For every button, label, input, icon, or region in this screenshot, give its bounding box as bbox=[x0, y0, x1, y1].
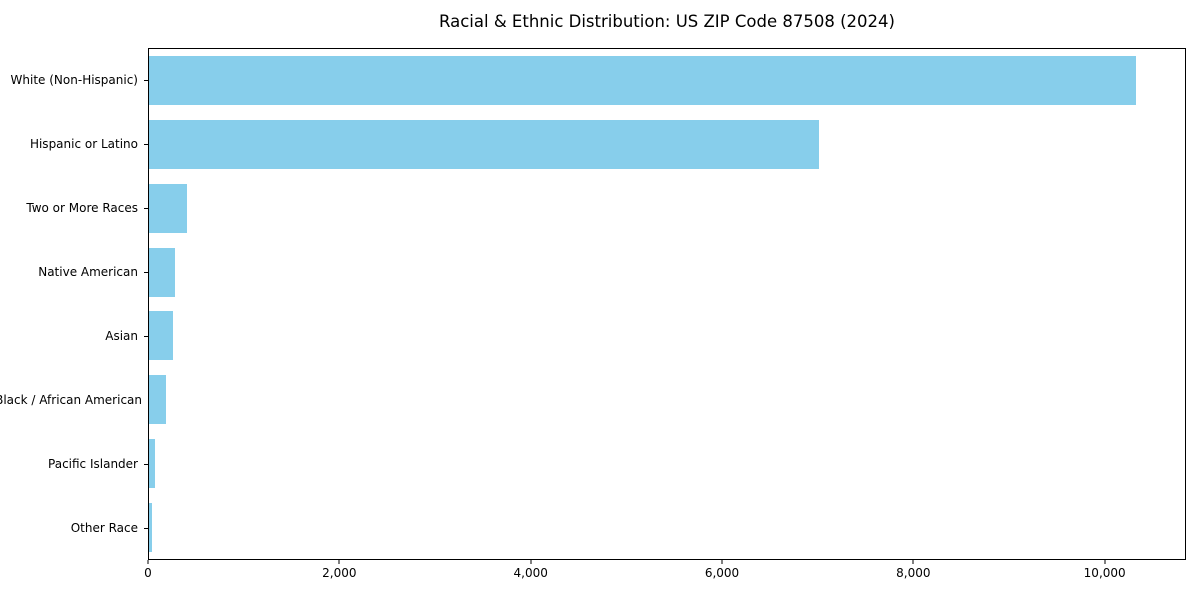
bar-pacific-islander bbox=[149, 438, 156, 488]
y-tick-label-black-african-american: Black / African American bbox=[0, 393, 142, 407]
x-tick-label: 4,000 bbox=[513, 566, 548, 580]
x-tick-label: 8,000 bbox=[896, 566, 931, 580]
bar-row bbox=[149, 432, 1185, 496]
x-tick-label: 2,000 bbox=[322, 566, 357, 580]
bar-two-or-more-races bbox=[149, 183, 187, 233]
y-tick-row: Hispanic or Latino bbox=[0, 112, 148, 176]
y-tick-row: White (Non-Hispanic) bbox=[0, 48, 148, 112]
chart-title: Racial & Ethnic Distribution: US ZIP Cod… bbox=[439, 12, 895, 31]
y-tick-row: Native American bbox=[0, 240, 148, 304]
x-tick-mark bbox=[1104, 560, 1106, 564]
bar-row bbox=[149, 304, 1185, 368]
y-tick-label-hispanic-or-latino: Hispanic or Latino bbox=[29, 137, 138, 151]
bar-row bbox=[149, 495, 1185, 559]
y-axis: White (Non-Hispanic) Hispanic or Latino Tw… bbox=[0, 48, 148, 560]
bar-other-race bbox=[149, 502, 152, 552]
bar-black-african-american bbox=[149, 375, 166, 425]
y-tick-mark bbox=[144, 207, 148, 209]
y-tick-mark bbox=[144, 335, 148, 337]
y-tick-mark bbox=[144, 271, 148, 273]
y-tick-row: Asian bbox=[0, 304, 148, 368]
y-tick-label-asian: Asian bbox=[105, 329, 138, 343]
x-axis: 0 2,000 4,000 6,000 8,000 10,000 bbox=[144, 559, 1186, 589]
bar-row bbox=[149, 177, 1185, 241]
x-tick-label: 0 bbox=[144, 566, 152, 580]
y-tick-row: Two or More Races bbox=[0, 176, 148, 240]
bar-row bbox=[149, 368, 1185, 432]
y-tick-label-other-race: Other Race bbox=[70, 521, 138, 535]
bar-series bbox=[149, 49, 1185, 559]
x-tick-label: 6,000 bbox=[704, 566, 740, 580]
y-tick-label-two-or-more-races: Two or More Races bbox=[26, 201, 138, 215]
bar-row bbox=[149, 113, 1185, 177]
x-tick-mark bbox=[338, 560, 340, 564]
plot-area bbox=[148, 48, 1186, 560]
y-tick-row: Black / African American bbox=[0, 368, 148, 432]
y-tick-row: Other Race bbox=[0, 496, 148, 560]
x-tick-mark bbox=[721, 560, 723, 564]
x-tick-mark bbox=[147, 560, 149, 564]
y-tick-mark bbox=[144, 527, 148, 529]
bar-asian bbox=[149, 311, 174, 361]
y-tick-label-pacific-islander: Pacific Islander bbox=[48, 457, 138, 471]
y-tick-mark bbox=[144, 79, 148, 81]
y-tick-row: Pacific Islander bbox=[0, 432, 148, 496]
bar-row bbox=[149, 49, 1185, 113]
bar-white-non-hispanic bbox=[149, 56, 1136, 106]
y-tick-label-native-american: Native American bbox=[38, 265, 138, 279]
x-tick-mark bbox=[912, 560, 914, 564]
y-tick-label-white-non-hispanic: White (Non-Hispanic) bbox=[10, 73, 138, 87]
bar-hispanic-or-latino bbox=[149, 120, 819, 170]
x-tick-mark bbox=[530, 560, 532, 564]
y-tick-mark bbox=[144, 143, 148, 145]
bar-native-american bbox=[149, 247, 176, 297]
bar-row bbox=[149, 240, 1185, 304]
y-tick-mark bbox=[144, 463, 148, 465]
x-tick-label: 10,000 bbox=[1083, 566, 1126, 580]
